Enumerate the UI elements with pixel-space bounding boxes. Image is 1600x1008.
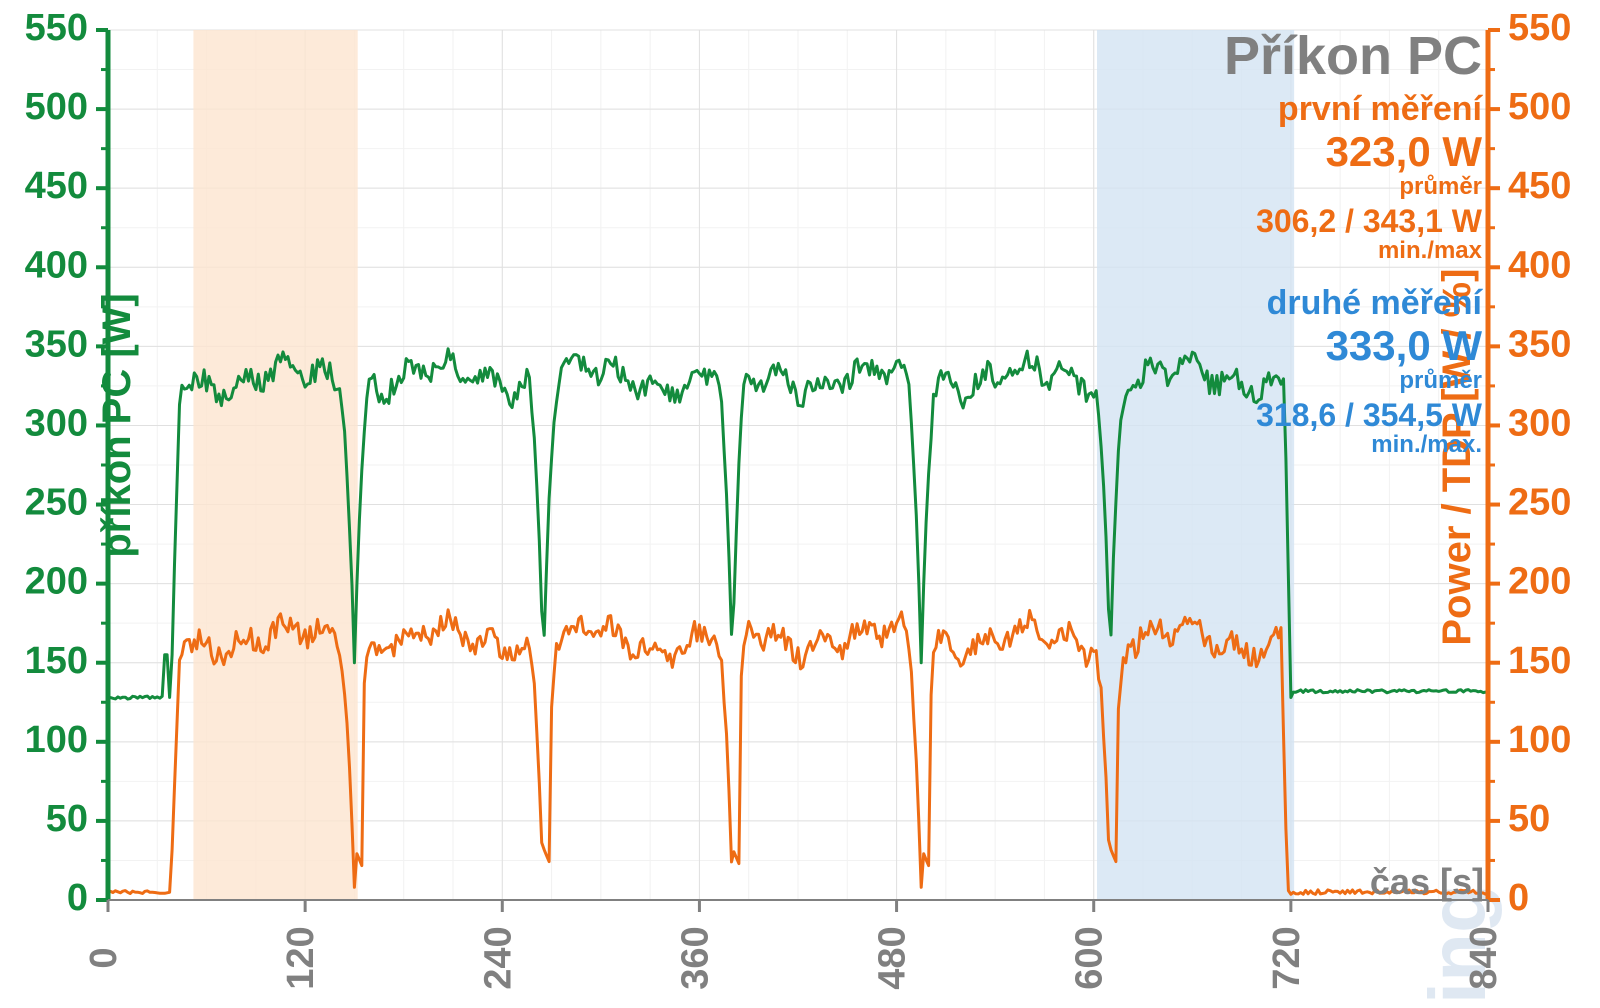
y-right-tick-label: 450 — [1508, 165, 1571, 207]
x-tick-label: 600 — [1069, 926, 1111, 989]
ann1-minmax: 306,2 / 343,1 W — [1256, 203, 1483, 239]
ann1-sub: průměr — [1399, 173, 1482, 200]
y-left-tick-label: 50 — [46, 798, 88, 840]
x-tick-label: 480 — [872, 926, 914, 989]
chart-title: Příkon PC — [1224, 26, 1482, 86]
y-left-tick-label: 0 — [67, 877, 88, 919]
ann2-minmax: 318,6 / 354,5 W — [1256, 397, 1483, 433]
ann2-value: 333,0 W — [1326, 322, 1483, 369]
ann1-sub2: min./max — [1378, 237, 1483, 264]
highlight-band — [193, 30, 357, 900]
y-left-tick-label: 550 — [25, 7, 88, 49]
y-right-tick-label: 200 — [1508, 561, 1571, 603]
highlight-band — [1097, 30, 1294, 900]
x-tick-label: 720 — [1266, 926, 1308, 989]
y-left-tick-label: 300 — [25, 402, 88, 444]
ann1-value: 323,0 W — [1326, 128, 1483, 175]
y-left-tick-label: 400 — [25, 244, 88, 286]
y-left-tick-label: 250 — [25, 482, 88, 524]
x-tick-label: 840 — [1463, 926, 1505, 989]
y-left-tick-label: 100 — [25, 719, 88, 761]
y-right-tick-label: 350 — [1508, 323, 1571, 365]
ann1-header: první měření — [1278, 90, 1484, 128]
y-left-tick-label: 500 — [25, 86, 88, 128]
y-left-tick-label: 350 — [25, 323, 88, 365]
y-right-tick-label: 250 — [1508, 482, 1571, 524]
x-tick-label: 360 — [674, 926, 716, 989]
x-tick-label: 240 — [477, 926, 519, 989]
chart-svg: tuningpc05010015020025030035040045050055… — [0, 0, 1600, 1008]
y-right-tick-label: 0 — [1508, 877, 1529, 919]
y-left-tick-label: 200 — [25, 561, 88, 603]
y-right-tick-label: 150 — [1508, 640, 1571, 682]
y-right-tick-label: 100 — [1508, 719, 1571, 761]
y-left-tick-label: 150 — [25, 640, 88, 682]
x-tick-label: 120 — [280, 926, 322, 989]
ann2-sub2: min./max. — [1371, 431, 1482, 458]
y-right-tick-label: 550 — [1508, 7, 1571, 49]
power-chart: tuningpc05010015020025030035040045050055… — [0, 0, 1600, 1008]
ann2-sub: průměr — [1399, 367, 1482, 394]
y-right-tick-label: 300 — [1508, 402, 1571, 444]
y-left-axis-label: příkon PC [W] — [95, 293, 139, 557]
y-left-tick-label: 450 — [25, 165, 88, 207]
y-right-tick-label: 400 — [1508, 244, 1571, 286]
y-right-tick-label: 500 — [1508, 86, 1571, 128]
y-right-tick-label: 50 — [1508, 798, 1550, 840]
x-axis-label: čas [s] — [1370, 861, 1484, 902]
ann2-header: druhé měření — [1267, 284, 1484, 322]
x-tick-label: 0 — [83, 947, 125, 968]
